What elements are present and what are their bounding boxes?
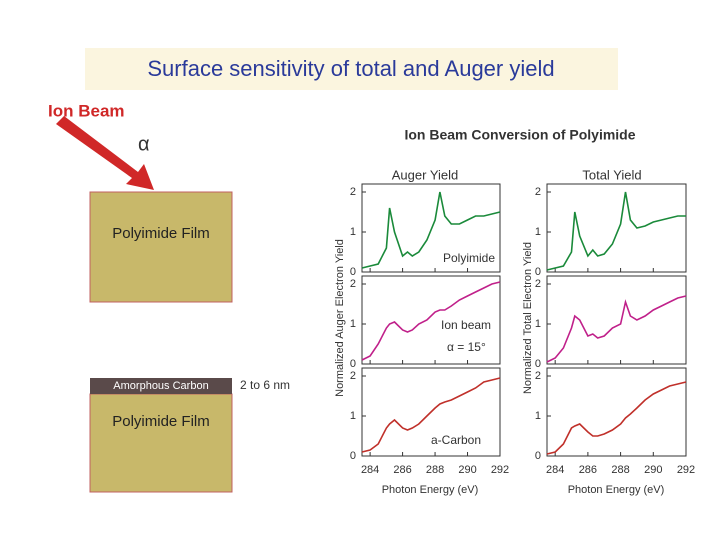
y-tick-label: 1 [535, 226, 541, 238]
panel-frame [361, 367, 501, 457]
y-tick-label: 2 [535, 186, 541, 198]
y-tick-label: 0 [350, 266, 356, 278]
x-tick-label: 284 [361, 464, 379, 476]
spectrum-line [546, 295, 687, 363]
y-tick-label: 2 [535, 370, 541, 382]
panel-frame [546, 275, 687, 365]
spectrum-line [361, 281, 501, 361]
panel-frame [546, 183, 687, 273]
thickness-label: 2 to 6 nm [240, 378, 290, 392]
panel-frame [361, 275, 501, 365]
x-axis-label: Photon Energy (eV) [568, 484, 665, 496]
y-tick-label: 0 [535, 266, 541, 278]
spectrum-line [361, 191, 501, 269]
y-tick-label: 1 [535, 410, 541, 422]
y-axis-label: Normalized Auger Electron Yield [334, 239, 346, 397]
annotation: Ion beam [441, 318, 491, 332]
alpha-label: α [138, 133, 150, 155]
annotation: α = 15° [447, 340, 486, 354]
polyimide-film [89, 191, 233, 303]
amorphous-layer [90, 378, 232, 394]
x-tick-label: 286 [393, 464, 411, 476]
x-tick-label: 284 [546, 464, 564, 476]
y-tick-label: 2 [350, 370, 356, 382]
y-tick-label: 2 [350, 278, 356, 290]
x-tick-label: 290 [644, 464, 662, 476]
x-tick-label: 286 [579, 464, 597, 476]
y-tick-label: 1 [350, 226, 356, 238]
layer-label: Amorphous Carbon [113, 380, 208, 392]
spectrum-line [546, 191, 686, 271]
column-title: Total Yield [582, 167, 641, 182]
x-axis-label: Photon Energy (eV) [382, 484, 479, 496]
y-tick-label: 2 [535, 278, 541, 290]
annotation: Polyimide [443, 251, 495, 265]
polyimide-film [89, 393, 233, 493]
x-tick-label: 292 [677, 464, 695, 476]
title-box [85, 48, 618, 90]
panel-frame [546, 367, 687, 457]
panel-frame [361, 183, 501, 273]
spectrum-line [361, 377, 501, 453]
y-tick-label: 0 [535, 358, 541, 370]
y-tick-label: 0 [350, 450, 356, 462]
x-tick-label: 290 [458, 464, 476, 476]
x-tick-label: 288 [426, 464, 444, 476]
annotation: a-Carbon [431, 433, 481, 447]
column-title: Auger Yield [392, 167, 459, 182]
y-tick-label: 1 [350, 318, 356, 330]
spectrum-line [546, 381, 687, 455]
y-tick-label: 0 [535, 450, 541, 462]
y-tick-label: 0 [350, 358, 356, 370]
y-tick-label: 1 [350, 410, 356, 422]
y-tick-label: 1 [535, 318, 541, 330]
y-axis-label: Normalized Total Electron Yield [522, 242, 534, 394]
x-tick-label: 292 [491, 464, 509, 476]
figure-title: Ion Beam Conversion of Polyimide [404, 127, 635, 143]
y-tick-label: 2 [350, 186, 356, 198]
x-tick-label: 288 [611, 464, 629, 476]
ion-beam-label: Ion Beam [48, 101, 125, 120]
film-label: Polyimide Film [112, 225, 210, 242]
slide-title: Surface sensitivity of total and Auger y… [147, 56, 554, 81]
ion-arrow [56, 116, 154, 190]
film-label: Polyimide Film [112, 413, 210, 430]
